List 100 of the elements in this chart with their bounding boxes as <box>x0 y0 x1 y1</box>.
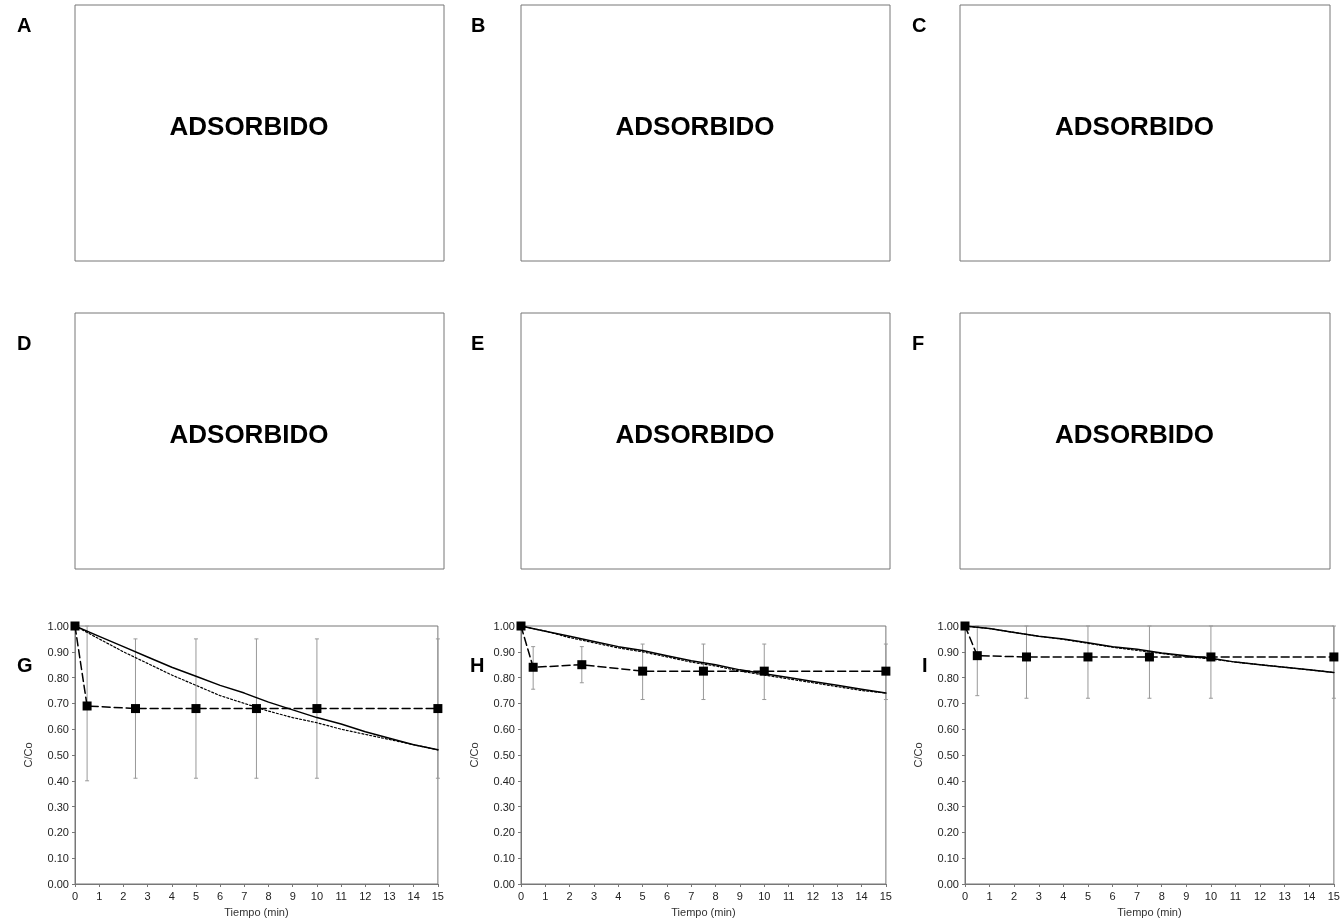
y-tick-label: 0.40 <box>937 774 959 787</box>
x-tick-label: 11 <box>335 889 347 902</box>
y-tick-label: 0.70 <box>493 697 515 710</box>
point <box>528 662 538 672</box>
y-tick-label: 1.00 <box>937 620 959 632</box>
x-tick-label: 12 <box>806 889 820 902</box>
point <box>1144 652 1154 662</box>
point <box>960 621 970 631</box>
point <box>972 651 982 661</box>
y-axis-title: C/Co <box>467 742 480 768</box>
x-tick-label: 11 <box>782 889 795 902</box>
x-tick-label: 12 <box>359 889 372 902</box>
y-tick-label: 0.20 <box>47 826 69 839</box>
y-axis-title: C/Co <box>21 742 34 768</box>
y-tick-label: 0.40 <box>47 774 69 787</box>
text: C <box>912 14 927 36</box>
x-axis-title: Tiempo (min) <box>1117 905 1182 918</box>
x-tick-label: 3 <box>144 889 151 902</box>
y-tick-label: 0.70 <box>937 697 959 710</box>
y-axis-title: C/Co <box>911 742 924 768</box>
text: ADSORBIDO <box>615 419 775 449</box>
y-tick-label: 0.30 <box>937 800 959 813</box>
x-tick-label: 0 <box>71 889 79 902</box>
point <box>1021 652 1031 662</box>
x-tick-label: 10 <box>310 889 324 902</box>
text: D <box>17 332 32 354</box>
x-tick-label: 8 <box>1158 889 1165 902</box>
x-tick-label: 5 <box>1084 889 1092 902</box>
x-tick-label: 7 <box>1134 889 1141 902</box>
point <box>70 621 80 631</box>
x-tick-label: 5 <box>639 889 646 902</box>
x-tick-label: 4 <box>1060 889 1067 902</box>
x-tick-label: 2 <box>120 889 127 902</box>
y-tick-label: 0.50 <box>493 749 515 761</box>
y-tick-label: 0.60 <box>47 723 69 736</box>
y-tick-label: 0.30 <box>47 800 69 813</box>
x-tick-label: 6 <box>217 889 224 902</box>
x-tick-label: 5 <box>192 889 200 902</box>
x-tick-label: 13 <box>1278 889 1291 902</box>
y-tick-label: 0.10 <box>493 852 515 865</box>
y-tick-label: 0.90 <box>937 645 959 658</box>
text: F <box>912 332 925 354</box>
y-tick-label: 1.00 <box>47 620 69 632</box>
x-tick-label: 1 <box>986 889 993 902</box>
x-tick-label: 10 <box>758 889 771 902</box>
y-tick-label: 0.80 <box>937 671 959 684</box>
text: ADSORBIDO <box>615 111 775 141</box>
y-tick-label: 0.00 <box>937 878 959 890</box>
y-tick-label: 0.60 <box>937 723 959 736</box>
y-tick-label: 0.80 <box>47 671 69 684</box>
x-tick-label: 14 <box>1303 889 1316 902</box>
x-tick-label: 9 <box>1183 889 1190 902</box>
point <box>881 666 891 676</box>
y-tick-label: 1.00 <box>493 620 515 632</box>
point <box>191 704 201 714</box>
x-tick-label: 14 <box>855 889 868 902</box>
x-tick-label: 10 <box>1204 889 1218 902</box>
y-tick-label: 0.20 <box>493 826 515 839</box>
x-tick-label: 14 <box>407 889 420 902</box>
text: A <box>17 14 32 36</box>
y-tick-label: 0.30 <box>493 800 515 813</box>
text: E <box>471 332 485 354</box>
y-tick-label: 0.60 <box>493 723 515 736</box>
y-tick-label: 0.50 <box>47 749 69 761</box>
x-tick-label: 2 <box>1011 889 1018 902</box>
x-tick-label: 15 <box>431 889 445 902</box>
text: I <box>922 654 928 676</box>
text: G <box>17 654 33 676</box>
x-tick-label: 2 <box>566 889 573 902</box>
x-tick-label: 1 <box>96 889 103 902</box>
point <box>698 666 708 676</box>
text: ADSORBIDO <box>169 111 329 141</box>
x-axis-title: Tiempo (min) <box>671 905 736 918</box>
y-tick-label: 0.70 <box>47 697 69 710</box>
text: ADSORBIDO <box>169 419 329 449</box>
x-tick-label: 9 <box>289 889 296 902</box>
x-tick-label: 7 <box>241 889 248 902</box>
point <box>82 701 92 711</box>
x-tick-label: 7 <box>688 889 695 902</box>
x-tick-label: 11 <box>1229 889 1242 902</box>
point <box>1206 652 1216 662</box>
x-tick-label: 6 <box>1109 889 1116 902</box>
x-tick-label: 8 <box>712 889 719 902</box>
y-tick-label: 0.20 <box>937 826 959 839</box>
text: ADSORBIDO <box>1055 419 1214 449</box>
x-tick-label: 15 <box>879 889 893 902</box>
x-axis-title: Tiempo (min) <box>224 905 289 918</box>
text: H <box>470 654 485 676</box>
x-tick-label: 3 <box>1035 889 1042 902</box>
x-tick-label: 8 <box>265 889 272 902</box>
x-tick-label: 15 <box>1327 889 1341 902</box>
point <box>1083 652 1093 662</box>
x-tick-label: 6 <box>663 889 671 902</box>
x-tick-label: 12 <box>1253 889 1267 902</box>
x-tick-label: 4 <box>615 889 622 902</box>
point <box>312 704 322 714</box>
x-tick-label: 13 <box>831 889 844 902</box>
point <box>251 704 261 714</box>
x-tick-label: 0 <box>517 889 525 902</box>
y-tick-label: 0.40 <box>493 774 515 787</box>
